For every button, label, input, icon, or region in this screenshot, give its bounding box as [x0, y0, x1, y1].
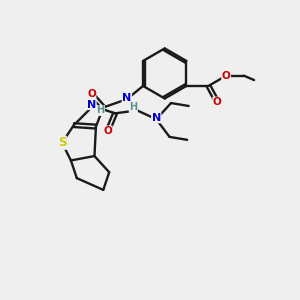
Text: N: N: [87, 100, 96, 110]
Text: O: O: [213, 97, 222, 107]
Text: N: N: [152, 113, 161, 123]
Text: O: O: [87, 89, 96, 99]
Text: O: O: [103, 126, 112, 136]
Text: O: O: [222, 71, 230, 81]
Text: H: H: [129, 103, 137, 112]
Text: S: S: [58, 136, 66, 149]
Text: N: N: [122, 93, 131, 103]
Text: H: H: [96, 105, 104, 116]
